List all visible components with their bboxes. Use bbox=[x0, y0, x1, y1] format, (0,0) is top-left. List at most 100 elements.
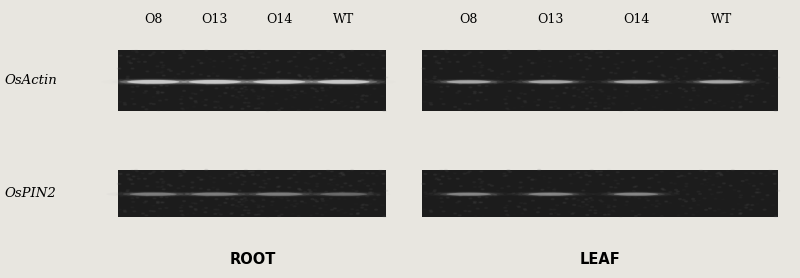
Circle shape bbox=[200, 90, 203, 91]
Circle shape bbox=[160, 92, 162, 93]
Circle shape bbox=[577, 172, 579, 173]
Circle shape bbox=[430, 210, 432, 211]
Circle shape bbox=[157, 201, 159, 202]
Ellipse shape bbox=[252, 80, 281, 83]
Circle shape bbox=[126, 174, 130, 175]
Circle shape bbox=[361, 63, 364, 64]
Circle shape bbox=[355, 191, 358, 192]
Circle shape bbox=[709, 189, 711, 190]
Circle shape bbox=[330, 52, 334, 53]
Ellipse shape bbox=[630, 193, 654, 195]
Circle shape bbox=[219, 108, 222, 109]
Circle shape bbox=[287, 200, 290, 201]
Circle shape bbox=[130, 192, 133, 193]
Circle shape bbox=[688, 55, 691, 56]
Circle shape bbox=[599, 174, 602, 175]
Circle shape bbox=[276, 177, 278, 178]
Ellipse shape bbox=[462, 81, 486, 83]
Circle shape bbox=[165, 207, 168, 208]
Circle shape bbox=[262, 97, 265, 98]
Circle shape bbox=[162, 182, 164, 183]
Circle shape bbox=[356, 107, 359, 108]
Circle shape bbox=[523, 203, 526, 204]
Circle shape bbox=[317, 194, 319, 195]
Circle shape bbox=[614, 187, 617, 188]
Circle shape bbox=[459, 195, 462, 196]
Circle shape bbox=[660, 110, 663, 111]
Ellipse shape bbox=[462, 193, 486, 195]
Circle shape bbox=[215, 199, 218, 200]
Circle shape bbox=[298, 171, 300, 172]
Circle shape bbox=[257, 98, 260, 99]
Circle shape bbox=[150, 210, 152, 212]
Circle shape bbox=[130, 80, 133, 81]
Circle shape bbox=[118, 68, 121, 69]
Circle shape bbox=[745, 207, 748, 208]
Ellipse shape bbox=[306, 192, 381, 197]
Circle shape bbox=[132, 201, 134, 202]
Circle shape bbox=[194, 102, 198, 103]
Circle shape bbox=[341, 172, 344, 173]
Circle shape bbox=[308, 192, 310, 193]
Circle shape bbox=[539, 84, 542, 85]
Circle shape bbox=[481, 65, 484, 66]
Circle shape bbox=[222, 61, 224, 62]
Circle shape bbox=[218, 205, 222, 206]
Ellipse shape bbox=[207, 80, 236, 83]
Circle shape bbox=[278, 186, 281, 187]
Circle shape bbox=[440, 68, 442, 69]
Circle shape bbox=[560, 178, 562, 179]
Circle shape bbox=[321, 108, 324, 109]
Circle shape bbox=[588, 58, 591, 59]
Circle shape bbox=[705, 52, 707, 53]
Circle shape bbox=[454, 213, 457, 214]
Circle shape bbox=[315, 186, 318, 187]
Circle shape bbox=[236, 177, 239, 178]
Circle shape bbox=[422, 183, 426, 184]
Circle shape bbox=[342, 79, 345, 80]
Circle shape bbox=[251, 171, 254, 172]
Ellipse shape bbox=[140, 193, 166, 195]
Circle shape bbox=[730, 107, 734, 108]
Circle shape bbox=[362, 95, 365, 96]
Circle shape bbox=[660, 171, 663, 172]
Circle shape bbox=[194, 93, 197, 95]
Circle shape bbox=[126, 76, 130, 77]
Circle shape bbox=[251, 52, 254, 53]
Text: LEAF: LEAF bbox=[580, 252, 621, 267]
Circle shape bbox=[259, 187, 262, 188]
Circle shape bbox=[186, 193, 189, 194]
Ellipse shape bbox=[522, 80, 579, 84]
Circle shape bbox=[446, 171, 449, 172]
Circle shape bbox=[162, 65, 165, 66]
Circle shape bbox=[191, 66, 194, 67]
Circle shape bbox=[153, 171, 155, 172]
Circle shape bbox=[438, 80, 441, 81]
Circle shape bbox=[458, 201, 461, 202]
Circle shape bbox=[647, 61, 650, 62]
Ellipse shape bbox=[601, 79, 671, 84]
Circle shape bbox=[293, 56, 296, 58]
Circle shape bbox=[769, 170, 772, 171]
Circle shape bbox=[468, 211, 471, 212]
Circle shape bbox=[602, 68, 605, 69]
Circle shape bbox=[181, 108, 183, 109]
Circle shape bbox=[730, 70, 732, 71]
Ellipse shape bbox=[715, 81, 739, 83]
Circle shape bbox=[251, 56, 254, 57]
Circle shape bbox=[685, 183, 688, 184]
Circle shape bbox=[293, 206, 296, 207]
Circle shape bbox=[213, 193, 215, 194]
Circle shape bbox=[507, 170, 510, 171]
Circle shape bbox=[330, 209, 334, 210]
Circle shape bbox=[509, 171, 511, 172]
Circle shape bbox=[665, 201, 668, 202]
Circle shape bbox=[519, 80, 522, 81]
Circle shape bbox=[280, 87, 283, 88]
Text: O14: O14 bbox=[266, 13, 292, 26]
Ellipse shape bbox=[601, 192, 671, 197]
Circle shape bbox=[632, 177, 635, 178]
Circle shape bbox=[674, 192, 678, 193]
Circle shape bbox=[633, 72, 636, 73]
Circle shape bbox=[339, 58, 342, 59]
